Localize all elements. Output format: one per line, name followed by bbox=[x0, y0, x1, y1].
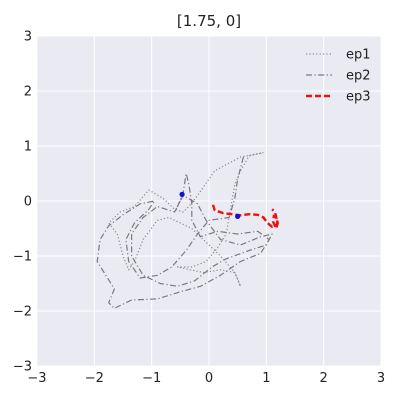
legend-label-ep2: ep2 bbox=[346, 69, 371, 84]
series-layer bbox=[96, 152, 279, 309]
x-tick-label: −3 bbox=[27, 371, 46, 386]
y-tick-label: −1 bbox=[13, 250, 32, 265]
y-tick-label: −3 bbox=[13, 360, 32, 375]
x-tick-label: 3 bbox=[377, 371, 385, 386]
y-tick-label: 0 bbox=[24, 195, 32, 210]
legend-label-ep3: ep3 bbox=[346, 90, 371, 105]
marker-layer bbox=[179, 191, 241, 219]
position-marker bbox=[235, 213, 241, 219]
x-tick-label: 0 bbox=[205, 371, 213, 386]
y-tick-label: 1 bbox=[24, 140, 32, 155]
legend: ep1 ep2 ep3 bbox=[306, 48, 371, 105]
x-tick-label: 1 bbox=[262, 371, 270, 386]
legend-label-ep1: ep1 bbox=[346, 48, 371, 63]
series-line-ep1 bbox=[108, 152, 264, 287]
y-tick-label: −2 bbox=[13, 305, 32, 320]
y-tick-label: 2 bbox=[24, 85, 32, 100]
y-axis-ticks: −3 −2 −1 0 1 2 3 bbox=[13, 30, 32, 375]
series-line-ep2 bbox=[96, 156, 273, 309]
series-line-ep3 bbox=[211, 204, 279, 230]
chart-title: [1.75, 0] bbox=[177, 12, 241, 30]
x-axis-ticks: −3 −2 −1 0 1 2 3 bbox=[27, 371, 385, 386]
x-tick-label: −2 bbox=[85, 371, 104, 386]
position-marker bbox=[179, 191, 185, 197]
y-tick-label: 3 bbox=[24, 30, 32, 45]
x-tick-label: 2 bbox=[320, 371, 328, 386]
x-tick-label: −1 bbox=[142, 371, 161, 386]
